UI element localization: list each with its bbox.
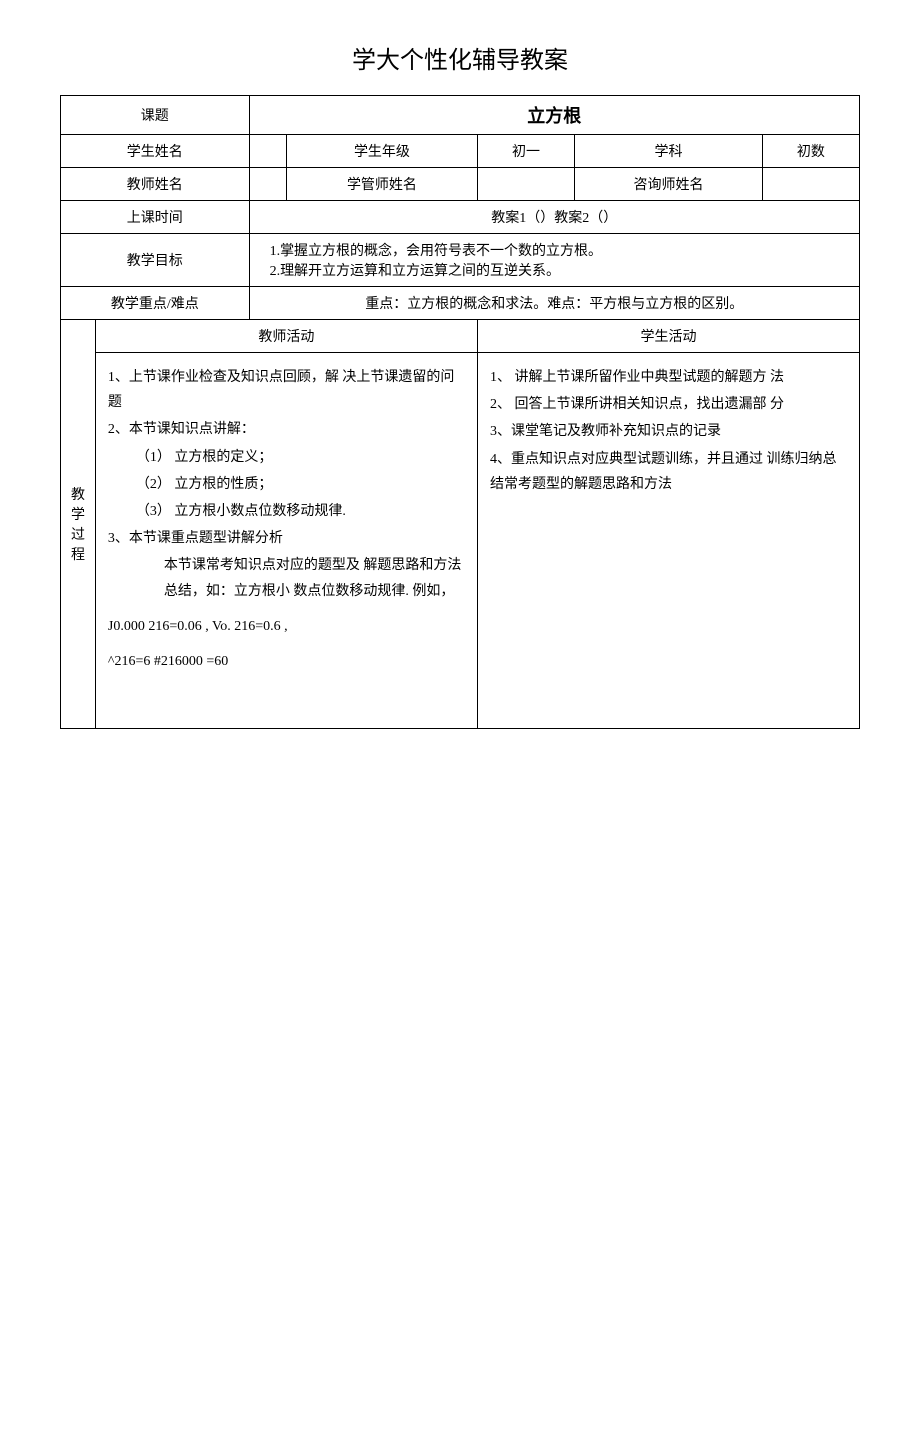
- value-consultant-name: [762, 168, 859, 201]
- value-teacher-name: [249, 168, 286, 201]
- value-tutor-name: [477, 168, 574, 201]
- label-student-name: 学生姓名: [61, 135, 250, 168]
- label-teacher-activity: 教师活动: [95, 320, 477, 353]
- row-teaching-focus: 教学重点/难点 重点：立方根的概念和求法。难点：平方根与立方根的区别。: [61, 287, 860, 320]
- value-teaching-goal: 1.掌握立方根的概念，会用符号表不一个数的立方根。 2.理解开立方运算和立方运算…: [249, 234, 859, 287]
- teacher-sub-3: （3） 立方根小数点位数移动规律.: [108, 499, 465, 524]
- row-activity-headers: 教 学 过 程 教师活动 学生活动: [61, 320, 860, 353]
- label-teaching-focus: 教学重点/难点: [61, 287, 250, 320]
- row-teaching-goal: 教学目标 1.掌握立方根的概念，会用符号表不一个数的立方根。 2.理解开立方运算…: [61, 234, 860, 287]
- row-student-name: 学生姓名 学生年级 初一 学科 初数: [61, 135, 860, 168]
- page-title: 学大个性化辅导教案: [60, 40, 860, 75]
- value-plan-options: 教案1（）教案2（）: [249, 201, 859, 234]
- teacher-formula-1: J0.000 216=0.06 , Vo. 216=0.6 ,: [108, 614, 465, 639]
- label-process: 教 学 过 程: [61, 320, 96, 729]
- row-teacher-name: 教师姓名 学管师姓名 咨询师姓名: [61, 168, 860, 201]
- label-consultant-name: 咨询师姓名: [575, 168, 763, 201]
- label-teaching-goal: 教学目标: [61, 234, 250, 287]
- lesson-plan-table: 课题 立方根 学生姓名 学生年级 初一 学科 初数 教师姓名 学管师姓名 咨询师…: [60, 95, 860, 729]
- value-subject: 初数: [762, 135, 859, 168]
- row-topic: 课题 立方根: [61, 96, 860, 135]
- label-student-grade: 学生年级: [286, 135, 477, 168]
- row-class-time: 上课时间 教案1（）教案2（）: [61, 201, 860, 234]
- label-topic: 课题: [61, 96, 250, 135]
- value-student-name: [249, 135, 286, 168]
- value-grade: 初一: [477, 135, 574, 168]
- student-item-2: 2、 回答上节课所讲相关知识点，找出遗漏部 分: [490, 392, 847, 417]
- teacher-sub-1: （1） 立方根的定义；: [108, 445, 465, 470]
- teacher-item-2: 2、本节课知识点讲解：: [108, 417, 465, 442]
- spacer: [108, 676, 465, 716]
- teacher-activities-cell: 1、上节课作业检查及知识点回顾，解 决上节课遗留的问题 2、本节课知识点讲解： …: [95, 353, 477, 729]
- student-activities-content: 1、 讲解上节课所留作业中典型试题的解题方 法 2、 回答上节课所讲相关知识点，…: [490, 365, 847, 497]
- teacher-formula-2: ^216=6 #216000 =60: [108, 649, 465, 674]
- student-item-4: 4、重点知识点对应典型试题训练，并且通过 训练归纳总结常考题型的解题思路和方法: [490, 447, 847, 497]
- teacher-activities-content: 1、上节课作业检查及知识点回顾，解 决上节课遗留的问题 2、本节课知识点讲解： …: [108, 365, 465, 716]
- student-item-1: 1、 讲解上节课所留作业中典型试题的解题方 法: [490, 365, 847, 390]
- teacher-item-3-detail: 本节课常考知识点对应的题型及 解题思路和方法总结，如：立方根小 数点位数移动规律…: [108, 553, 465, 603]
- teacher-item-3: 3、本节课重点题型讲解分析: [108, 526, 465, 551]
- teacher-item-1: 1、上节课作业检查及知识点回顾，解 决上节课遗留的问题: [108, 365, 465, 415]
- student-item-3: 3、课堂笔记及教师补充知识点的记录: [490, 419, 847, 444]
- label-subject: 学科: [575, 135, 763, 168]
- label-class-time: 上课时间: [61, 201, 250, 234]
- row-activities: 1、上节课作业检查及知识点回顾，解 决上节课遗留的问题 2、本节课知识点讲解： …: [61, 353, 860, 729]
- label-tutor-name: 学管师姓名: [286, 168, 477, 201]
- label-teacher-name: 教师姓名: [61, 168, 250, 201]
- goal-line-2: 2.理解开立方运算和立方运算之间的互逆关系。: [270, 260, 851, 280]
- process-text: 教 学 过 程: [69, 484, 87, 564]
- value-topic: 立方根: [249, 96, 859, 135]
- value-teaching-focus: 重点：立方根的概念和求法。难点：平方根与立方根的区别。: [249, 287, 859, 320]
- label-student-activity: 学生活动: [477, 320, 859, 353]
- student-activities-cell: 1、 讲解上节课所留作业中典型试题的解题方 法 2、 回答上节课所讲相关知识点，…: [477, 353, 859, 729]
- goal-line-1: 1.掌握立方根的概念，会用符号表不一个数的立方根。: [270, 240, 851, 260]
- teacher-sub-2: （2） 立方根的性质；: [108, 472, 465, 497]
